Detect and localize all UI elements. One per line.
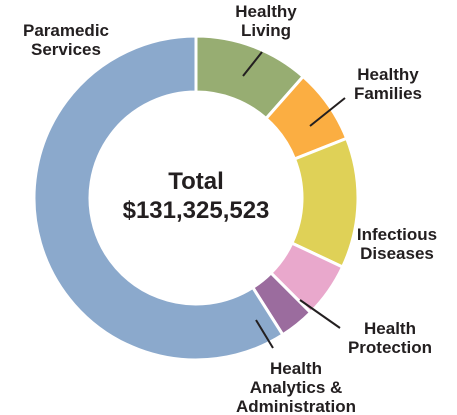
leader-line-health-protection [299, 299, 341, 329]
slice-label-paramedic-services: Paramedic Services [23, 21, 109, 59]
leader-line-health-analytics-administration [255, 319, 274, 349]
slice-labels-group: Healthy Living Healthy Families Infectious Di… [23, 2, 437, 415]
slices-group [32, 34, 360, 362]
leader-line-healthy-living [242, 51, 263, 77]
slice-label-health-analytics-administration: Health Analytics & Administration [236, 359, 356, 415]
slice-label-healthy-living: Healthy Living [235, 2, 297, 40]
slice-label-infectious-diseases: Infectious Diseases [357, 225, 437, 263]
center-total-value: $131,325,523 [123, 197, 270, 224]
slice-label-healthy-families: Healthy Families [354, 65, 422, 103]
slice-label-health-protection: Health Protection [348, 319, 432, 357]
slice-paramedic-services [32, 34, 285, 362]
center-total-label: Total [168, 168, 224, 195]
leader-lines-group [242, 51, 346, 349]
leader-line-healthy-families [309, 97, 346, 127]
